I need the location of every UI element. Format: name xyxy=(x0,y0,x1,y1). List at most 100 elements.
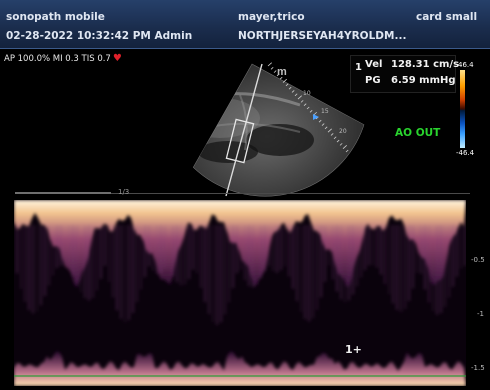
spectral-noise xyxy=(76,225,78,285)
spectral-noise xyxy=(380,225,382,275)
spectral-noise xyxy=(448,225,450,298)
spectral-noise xyxy=(180,225,182,286)
spectral-noise xyxy=(148,225,150,267)
depth-tick xyxy=(288,86,292,90)
depth-tick xyxy=(282,78,287,83)
spectral-noise xyxy=(116,225,118,311)
pressure-gradient-label: PG xyxy=(365,75,381,86)
sample-volume-gate[interactable] xyxy=(225,118,255,164)
spectral-noise xyxy=(124,225,126,323)
color-scale-top: 46.4 xyxy=(458,61,474,69)
spectral-noise xyxy=(296,225,298,302)
velocity-value: 128.31 cm/s xyxy=(391,59,460,70)
spectral-noise xyxy=(160,225,162,273)
acoustic-params: AP 100.0% MI 0.3 TIS 0.7 ♥ xyxy=(4,53,122,64)
spectral-noise xyxy=(340,225,342,300)
spectral-noise xyxy=(268,225,270,267)
spectral-noise xyxy=(136,225,138,303)
timebar-progress xyxy=(15,192,111,194)
spectral-noise xyxy=(32,225,34,314)
depth-tick xyxy=(330,133,334,136)
spectral-noise xyxy=(232,225,234,289)
depth-label-m: m xyxy=(277,66,287,78)
pressure-gradient-value: 6.59 mmHg xyxy=(391,75,456,86)
spectral-noise xyxy=(460,225,462,269)
spectral-noise xyxy=(348,225,350,301)
spectral-noise xyxy=(168,225,170,269)
spectral-noise xyxy=(64,225,66,266)
depth-tick xyxy=(276,73,280,77)
spectral-noise xyxy=(412,225,414,289)
spectral-noise xyxy=(176,225,178,283)
velocity-scale-label-3: -1.5 xyxy=(471,364,485,372)
spectral-noise xyxy=(456,225,458,277)
spectral-noise xyxy=(428,225,430,303)
spectral-noise xyxy=(68,225,70,269)
depth-tick xyxy=(336,139,340,143)
cine-frame-label: 1/3 xyxy=(118,188,130,196)
measurement-index: 1 xyxy=(355,62,362,73)
spectral-noise xyxy=(24,225,26,302)
spectral-noise xyxy=(128,225,130,320)
color-scale-bar xyxy=(460,70,465,148)
acoustic-params-text: AP 100.0% MI 0.3 TIS 0.7 xyxy=(4,54,111,64)
spectral-noise xyxy=(212,225,214,323)
spectral-noise xyxy=(104,225,106,266)
color-scale-bottom: -46.4 xyxy=(456,149,475,157)
depth-tick xyxy=(297,95,302,100)
spectral-noise xyxy=(60,225,62,266)
spectral-noise xyxy=(48,225,50,286)
spectral-noise xyxy=(228,225,230,303)
spectral-noise xyxy=(408,225,410,301)
depth-tick xyxy=(273,70,277,73)
cine-timebar[interactable]: 1/3 xyxy=(15,188,470,198)
focus-marker-icon xyxy=(313,114,319,120)
spectral-noise xyxy=(256,225,258,285)
spectral-noise xyxy=(88,225,90,301)
spectral-noise xyxy=(152,225,154,271)
spectral-noise xyxy=(312,225,314,319)
spectral-noise xyxy=(332,225,334,280)
spectral-noise xyxy=(360,225,362,278)
info-header: sonopath mobile 02-28-2022 10:32:42 PM A… xyxy=(0,0,490,49)
spectral-noise xyxy=(308,225,310,322)
spectral-noise xyxy=(364,225,366,271)
spectral-noise xyxy=(96,225,98,291)
spectral-noise xyxy=(40,225,42,306)
doppler-spectral-display[interactable] xyxy=(14,200,466,386)
velocity-label: Vel xyxy=(365,59,383,70)
spectral-noise xyxy=(200,225,202,288)
spectral-noise xyxy=(108,225,110,283)
depth-tick xyxy=(294,93,298,97)
spectral-noise xyxy=(452,225,454,287)
depth-tick xyxy=(342,145,347,149)
spectral-noise xyxy=(140,225,142,290)
spectral-noise xyxy=(384,225,386,284)
institution-name: sonopath mobile xyxy=(6,11,105,23)
spectral-noise xyxy=(20,225,22,289)
depth-tick xyxy=(339,143,343,146)
spectral-noise xyxy=(260,225,262,279)
spectral-noise xyxy=(132,225,134,313)
spectral-noise xyxy=(344,225,346,303)
spectral-noise xyxy=(440,225,442,314)
spectral-noise xyxy=(368,225,370,266)
exam-preset: card small xyxy=(416,11,478,23)
spectral-noise xyxy=(100,225,102,279)
spectral-trace xyxy=(14,200,466,386)
spectral-noise xyxy=(144,225,146,278)
spectral-noise xyxy=(300,225,302,312)
heart-icon: ♥ xyxy=(112,53,122,64)
depth-tick xyxy=(324,126,328,130)
spectral-noise xyxy=(196,225,198,274)
caliper-cursor-icon[interactable]: 1+ xyxy=(345,343,362,356)
spectral-noise xyxy=(56,225,58,269)
exam-datetime-operator: 02-28-2022 10:32:42 PM Admin xyxy=(6,30,193,42)
spectral-noise xyxy=(404,225,406,310)
doppler-cursor-line[interactable] xyxy=(225,63,263,197)
depth-tick xyxy=(318,119,322,123)
timebar-track xyxy=(15,193,470,194)
depth-tick xyxy=(333,136,337,140)
spectral-noise xyxy=(16,225,18,274)
spectral-noise xyxy=(444,225,446,307)
